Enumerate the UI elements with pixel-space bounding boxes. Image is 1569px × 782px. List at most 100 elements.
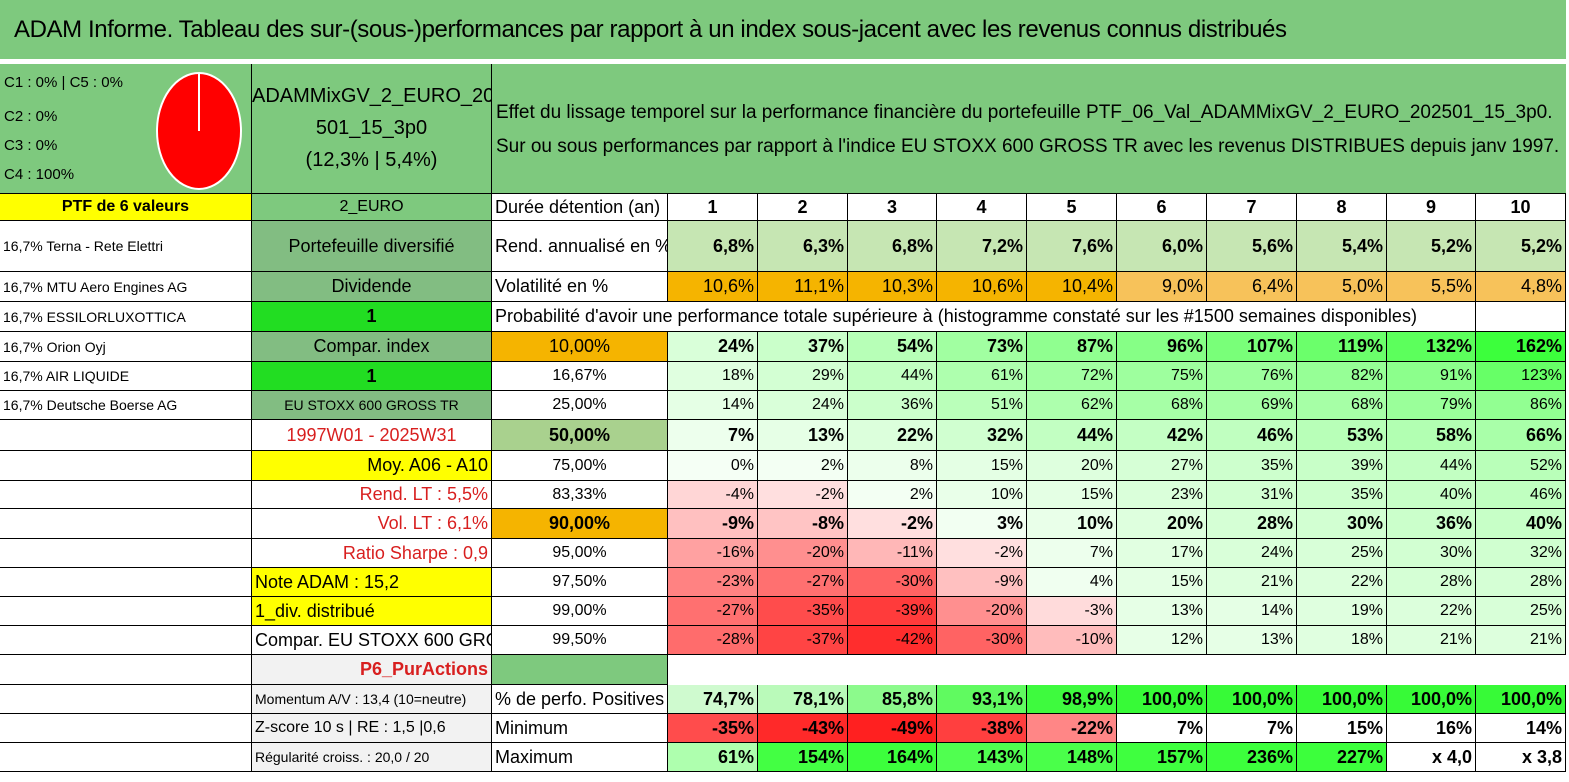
minimum-value: 7%	[1117, 714, 1207, 743]
maximum-label: Maximum	[492, 743, 668, 772]
probability-level: 50,00%	[492, 420, 668, 451]
holding-row: 16,7% ESSILORLUXOTTICA	[0, 302, 252, 332]
probability-value: 15%	[1117, 568, 1207, 597]
probability-value: 19%	[1297, 597, 1387, 626]
rend-value: 5,4%	[1297, 221, 1387, 272]
probability-level: 97,50%	[492, 568, 668, 597]
info-cell: Note ADAM : 15,2	[252, 568, 492, 597]
empty-cell	[0, 743, 252, 772]
probability-value: 96%	[1117, 332, 1207, 362]
probability-value: 13%	[1117, 597, 1207, 626]
fund-stats: (12,3% | 5,4%)	[305, 149, 438, 171]
probability-value: 7%	[668, 420, 758, 451]
rend-value: 5,6%	[1207, 221, 1297, 272]
info-cell: P6_PurActions	[252, 655, 492, 685]
info-cell: Z-score 10 s | RE : 1,5 |0,6	[252, 714, 492, 743]
empty-cell	[0, 420, 252, 451]
holding-row: 16,7% Orion Oyj	[0, 332, 252, 362]
probability-value: 37%	[758, 332, 848, 362]
holding-row: 16,7% Terna - Rete Elettri	[0, 221, 252, 272]
minimum-value: 15%	[1297, 714, 1387, 743]
fund-name-box: ADAMMixGV_2_EURO_202 501_15_3p0 (12,3% |…	[252, 64, 505, 194]
probability-value: 10%	[937, 481, 1027, 509]
probability-value: 18%	[1297, 626, 1387, 655]
empty-cell	[0, 685, 252, 714]
probability-value: 30%	[1297, 509, 1387, 539]
prob-title: Probabilité d'avoir une performance tota…	[492, 302, 1476, 332]
probability-value: 24%	[668, 332, 758, 362]
probability-value: 28%	[1476, 568, 1566, 597]
probability-value: -2%	[758, 481, 848, 509]
info-cell: 1	[252, 362, 492, 391]
probability-level: 16,67%	[492, 362, 668, 391]
info-cell: Ratio Sharpe : 0,9	[252, 539, 492, 568]
minimum-value: 14%	[1476, 714, 1566, 743]
empty-cell	[0, 626, 252, 655]
probability-value: -2%	[848, 509, 937, 539]
legend-item: C4 : 100%	[4, 166, 75, 183]
vol-label: Volatilité en %	[492, 272, 668, 302]
holding-row: 16,7% AIR LIQUIDE	[0, 362, 252, 391]
probability-level: 25,00%	[492, 391, 668, 420]
probability-value: 7%	[1027, 539, 1117, 568]
probability-value: 40%	[1476, 509, 1566, 539]
year-header: 7	[1207, 194, 1297, 221]
probability-level: 10,00%	[492, 332, 668, 362]
probability-value: 22%	[1297, 568, 1387, 597]
probability-value: 29%	[758, 362, 848, 391]
probability-value: 21%	[1207, 568, 1297, 597]
probability-value: 13%	[1207, 626, 1297, 655]
probability-value: 107%	[1207, 332, 1297, 362]
vol-value: 5,0%	[1297, 272, 1387, 302]
empty-cell	[0, 451, 252, 481]
vol-value: 10,4%	[1027, 272, 1117, 302]
maximum-value: 143%	[937, 743, 1027, 772]
year-header: 3	[848, 194, 937, 221]
probability-value: -30%	[937, 626, 1027, 655]
probability-value: 76%	[1207, 362, 1297, 391]
empty-cell	[0, 597, 252, 626]
rend-value: 6,3%	[758, 221, 848, 272]
maximum-value: x 4,0	[1387, 743, 1476, 772]
rend-value: 6,8%	[848, 221, 937, 272]
probability-value: 20%	[1117, 509, 1207, 539]
maximum-value: 236%	[1207, 743, 1297, 772]
probability-value: 23%	[1117, 481, 1207, 509]
rend-value: 5,2%	[1476, 221, 1566, 272]
probability-value: 91%	[1387, 362, 1476, 391]
probability-value: 32%	[1476, 539, 1566, 568]
empty-cell	[492, 655, 668, 685]
probability-value: 62%	[1027, 391, 1117, 420]
legend-item: C3 : 0%	[4, 137, 58, 154]
minimum-value: -22%	[1027, 714, 1117, 743]
probability-value: 2%	[758, 451, 848, 481]
probability-value: 10%	[1027, 509, 1117, 539]
probability-value: -20%	[758, 539, 848, 568]
probability-level: 95,00%	[492, 539, 668, 568]
probability-value: 15%	[937, 451, 1027, 481]
probability-value: 42%	[1117, 420, 1207, 451]
probability-value: -39%	[848, 597, 937, 626]
probability-value: 66%	[1476, 420, 1566, 451]
probability-value: 28%	[1207, 509, 1297, 539]
probability-value: -9%	[668, 509, 758, 539]
empty-cell	[0, 509, 252, 539]
maximum-value: 148%	[1027, 743, 1117, 772]
probability-value: 39%	[1297, 451, 1387, 481]
info-cell: Rend. LT : 5,5%	[252, 481, 492, 509]
year-header: 9	[1387, 194, 1476, 221]
probability-value: -3%	[1027, 597, 1117, 626]
legend-item: C1 : 0% | C5 : 0%	[4, 74, 123, 91]
empty-cell	[0, 655, 252, 685]
probability-value: 14%	[668, 391, 758, 420]
holding-row: 16,7% MTU Aero Engines AG	[0, 272, 252, 302]
probability-value: -11%	[848, 539, 937, 568]
probability-value: 25%	[1297, 539, 1387, 568]
minimum-value: -43%	[758, 714, 848, 743]
vol-value: 11,1%	[758, 272, 848, 302]
allocation-pie-chart	[156, 72, 242, 190]
info-cell: Dividende	[252, 272, 492, 302]
year-header: 6	[1117, 194, 1207, 221]
rend-value: 6,0%	[1117, 221, 1207, 272]
probability-value: 36%	[1387, 509, 1476, 539]
